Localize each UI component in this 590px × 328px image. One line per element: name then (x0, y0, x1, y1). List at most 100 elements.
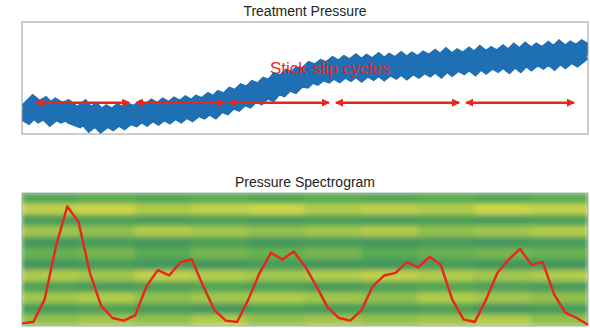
heatmap-cell (78, 270, 136, 282)
heatmap-cell (135, 215, 193, 227)
heatmap-cell (78, 193, 136, 205)
heatmap-cell (135, 248, 193, 260)
heatmap-cell (418, 292, 476, 304)
heatmap-cell (531, 193, 588, 205)
heatmap-cell (418, 303, 476, 315)
heatmap-cell (78, 281, 136, 293)
cycle-arrow (466, 101, 574, 104)
heatmap-cells (22, 193, 588, 326)
heatmap-cell (361, 226, 419, 238)
heatmap-cell (305, 248, 363, 260)
heatmap-cell (135, 237, 193, 249)
plot-frame (22, 22, 588, 134)
heatmap-cell (474, 281, 532, 293)
heatmap-cell (135, 193, 193, 205)
heatmap-cell (248, 303, 306, 315)
heatmap-cell (305, 281, 363, 293)
heatmap-cell (531, 281, 588, 293)
heatmap-cell (474, 237, 532, 249)
heatmap-cell (531, 270, 588, 282)
heatmap-cell (248, 193, 306, 205)
heatmap-cell (305, 226, 363, 238)
plot-area (22, 193, 588, 326)
heatmap-cell (474, 204, 532, 216)
heatmap-cell (248, 215, 306, 227)
heatmap-cell (305, 193, 363, 205)
heatmap-cell (191, 226, 249, 238)
chart-title: Pressure Spectrogram (235, 174, 375, 190)
heatmap-cell (531, 215, 588, 227)
heatmap-cell (361, 215, 419, 227)
cycle-arrow (136, 101, 224, 104)
heatmap-cell (191, 215, 249, 227)
heatmap-cell (531, 237, 588, 249)
heatmap-cell (418, 237, 476, 249)
heatmap-cell (474, 226, 532, 238)
heatmap-cell (135, 303, 193, 315)
heatmap-cell (361, 204, 419, 216)
cycle-arrow (36, 101, 129, 104)
heatmap-cell (191, 204, 249, 216)
heatmap-cell (191, 259, 249, 271)
heatmap-cell (474, 215, 532, 227)
heatmap-cell (531, 259, 588, 271)
heatmap-cell (248, 204, 306, 216)
heatmap-cell (22, 281, 79, 293)
heatmap-cell (474, 270, 532, 282)
chart-title: Treatment Pressure (243, 3, 366, 19)
heatmap-cell (191, 281, 249, 293)
annotation: Stick-slip cycles (270, 59, 390, 78)
heatmap-cell (78, 292, 136, 304)
heatmap-cell (305, 237, 363, 249)
heatmap-cell (361, 314, 419, 326)
heatmap-cell (305, 204, 363, 216)
heatmap-cell (191, 237, 249, 249)
cycle-arrow (336, 101, 459, 104)
heatmap-cell (78, 215, 136, 227)
heatmap-cell (418, 226, 476, 238)
heatmap-cell (78, 237, 136, 249)
heatmap-cell (248, 259, 306, 271)
heatmap-cell (361, 237, 419, 249)
heatmap-cell (474, 292, 532, 304)
series-line (22, 206, 588, 324)
heatmap-cell (531, 226, 588, 238)
heatmap-cell (191, 292, 249, 304)
heatmap-cell (305, 259, 363, 271)
heatmap-cell (248, 226, 306, 238)
heatmap-cell (78, 226, 136, 238)
heatmap-cell (305, 292, 363, 304)
heatmap-cell (22, 292, 79, 304)
heatmap-cell (191, 248, 249, 260)
heatmap-cell (22, 248, 79, 260)
heatmap-cell (361, 248, 419, 260)
heatmap-cell (22, 215, 79, 227)
heatmap-cell (248, 237, 306, 249)
heatmap-cell (135, 226, 193, 238)
heatmap-cell (22, 303, 79, 315)
heatmap-cell (78, 204, 136, 216)
heatmap-cell (531, 248, 588, 260)
heatmap-cell (248, 314, 306, 326)
heatmap-cell (418, 193, 476, 205)
plot-area (22, 51, 588, 120)
heatmap-cell (305, 215, 363, 227)
heatmap-cell (474, 314, 532, 326)
heatmap-cell (474, 193, 532, 205)
heatmap-cell (361, 270, 419, 282)
heatmap-cell (135, 204, 193, 216)
heatmap-cell (418, 215, 476, 227)
heatmap-cell (531, 204, 588, 216)
heatmap-cell (135, 314, 193, 326)
heatmap-cell (191, 193, 249, 205)
heatmap-cell (361, 259, 419, 271)
heatmap-cell (22, 314, 79, 326)
heatmap-cell (418, 204, 476, 216)
heatmap-cell (361, 303, 419, 315)
heatmap-cell (22, 193, 79, 205)
plot-frame (22, 193, 588, 326)
cycle-arrow (229, 101, 329, 104)
heatmap-cell (248, 292, 306, 304)
heatmap-cell (361, 193, 419, 205)
heatmap-cell (22, 226, 79, 238)
